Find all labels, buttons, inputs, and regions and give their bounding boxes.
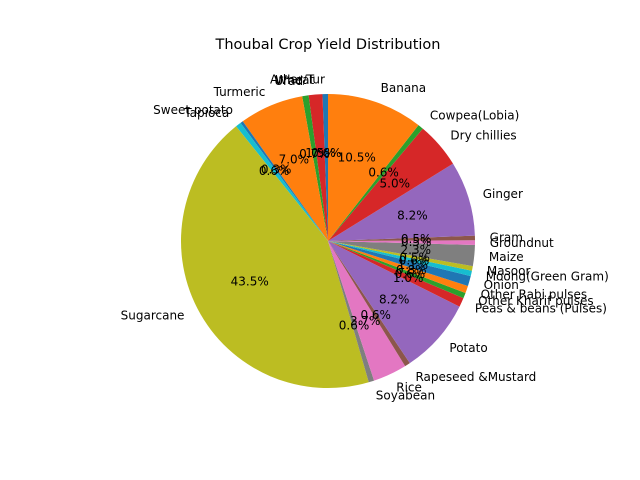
slice-arhar-tur — [322, 94, 328, 241]
slice-other-rabi-pulses — [328, 241, 468, 293]
label-sugarcane: Sugarcane — [121, 308, 185, 322]
slice-sugarcane — [180, 126, 369, 389]
label-peas-beans-pulses: Peas & beans (Pulses) — [475, 302, 607, 316]
slice-banana — [328, 94, 419, 241]
slice-soyabean — [328, 241, 375, 383]
slice-potato — [328, 241, 460, 364]
percent-label-peas-beans-pulses: 1.0% — [393, 271, 424, 285]
percent-label-onion: 1.1% — [398, 258, 429, 272]
slice-urad — [302, 95, 328, 241]
label-sweet-potato: Sweet potato — [153, 103, 233, 117]
percent-label-masoor: 0.5% — [399, 250, 430, 264]
slice-rice — [328, 241, 406, 381]
label-rapeseed-mustard: Rapeseed &Mustard — [415, 370, 536, 384]
label-ginger: Ginger — [483, 187, 523, 201]
percent-label-groundnut: 0.5% — [401, 235, 432, 249]
label-gram: Gram — [490, 231, 523, 245]
slice-cowpea-lobia — [328, 125, 423, 241]
percent-label-banana: 10.5% — [338, 151, 376, 165]
pie-slices — [180, 94, 475, 389]
slice-dry-chillies — [328, 128, 454, 241]
label-cowpea-lobia: Cowpea(Lobia) — [430, 108, 519, 122]
percent-label-moong-green-gram: 0.6% — [399, 253, 430, 267]
percent-label-maize: 2.3% — [401, 243, 432, 257]
percent-labels: 0.6%1.5%0.7%7.0%0.3%0.6%43.5%0.6%3.7%0.6… — [231, 146, 432, 332]
slice-maize — [328, 241, 475, 267]
label-tapioca: Tapioca — [183, 106, 229, 120]
slice-ginger — [328, 163, 475, 241]
percent-label-urad: 0.7% — [299, 147, 330, 161]
percent-label-dry-chillies: 5.0% — [380, 176, 411, 190]
percent-label-sugarcane: 43.5% — [231, 275, 269, 289]
percent-label-soyabean: 0.6% — [339, 318, 370, 332]
slice-tapioca — [236, 122, 328, 241]
percent-label-potato: 8.2% — [379, 292, 410, 306]
chart-title: Thoubal Crop Yield Distribution — [214, 37, 440, 53]
percent-label-other-kharif-pulses: 0.6% — [395, 267, 426, 281]
percent-label-arhar-tur: 0.6% — [311, 146, 342, 160]
slice-gram — [328, 235, 475, 241]
label-maize: Maize — [489, 250, 524, 264]
slice-masoor — [328, 241, 473, 271]
percent-label-rapeseed-mustard: 0.6% — [360, 308, 391, 322]
percent-label-rice: 3.7% — [350, 314, 381, 328]
label-onion: Onion — [484, 278, 519, 292]
label-potato: Potato — [449, 341, 487, 355]
percent-label-tapioca: 0.6% — [259, 164, 290, 178]
slice-peas-beans-pulses — [328, 241, 464, 307]
percent-label-wheat: 1.5% — [305, 146, 336, 160]
label-arhar-tur: Arhar/Tur — [270, 72, 325, 86]
percent-label-ginger: 8.2% — [397, 208, 428, 222]
label-soyabean: Soyabean — [376, 388, 435, 402]
label-other-kharif-pulses: Other Kharif pulses — [478, 294, 593, 308]
label-urad: Urad — [274, 74, 303, 88]
slice-sweet-potato — [240, 121, 328, 241]
percent-label-other-rabi-pulses: 0.8% — [396, 263, 427, 277]
label-dry-chillies: Dry chillies — [450, 128, 516, 142]
percent-label-sweet-potato: 0.3% — [261, 163, 292, 177]
slice-wheat — [308, 94, 328, 241]
label-masoor: Masoor — [487, 264, 531, 278]
percent-label-turmeric: 7.0% — [279, 153, 310, 167]
slice-groundnut — [328, 240, 475, 245]
label-moong-green-gram: Moong(Green Gram) — [486, 270, 609, 284]
slice-other-kharif-pulses — [328, 241, 466, 299]
label-wheat: Wheat — [275, 73, 314, 87]
percent-label-cowpea-lobia: 0.6% — [368, 166, 399, 180]
slice-onion — [328, 241, 471, 286]
percent-label-gram: 0.5% — [401, 232, 432, 246]
label-rice: Rice — [396, 381, 422, 395]
label-groundnut: Groundnut — [490, 236, 554, 250]
label-turmeric: Turmeric — [213, 85, 266, 99]
slice-rapeseed-mustard — [328, 241, 410, 367]
slice-moong-green-gram — [328, 241, 472, 277]
label-banana: Banana — [381, 81, 427, 95]
slice-turmeric — [242, 96, 328, 242]
label-other-rabi-pulses: Other Rabi pulses — [481, 287, 588, 301]
